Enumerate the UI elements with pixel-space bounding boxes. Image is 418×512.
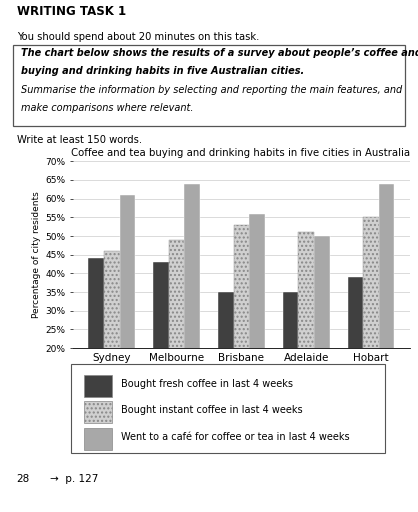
Text: Coffee and tea buying and drinking habits in five cities in Australia: Coffee and tea buying and drinking habit… (71, 148, 410, 158)
Bar (379, 184, 394, 423)
Bar (120, 195, 135, 423)
Bar (153, 262, 169, 423)
Bar (89, 259, 104, 423)
Bar (84, 375, 112, 397)
Bar (218, 292, 234, 423)
Y-axis label: Percentage of city residents: Percentage of city residents (32, 191, 41, 318)
Text: Write at least 150 words.: Write at least 150 words. (17, 136, 142, 145)
Bar (363, 217, 379, 423)
Bar (348, 277, 363, 423)
Text: The chart below shows the results of a survey about people’s coffee and tea: The chart below shows the results of a s… (21, 49, 418, 58)
Bar (283, 292, 298, 423)
Text: You should spend about 20 minutes on this task.: You should spend about 20 minutes on thi… (17, 32, 259, 42)
Bar (184, 184, 200, 423)
Text: Bought fresh coffee in last 4 weeks: Bought fresh coffee in last 4 weeks (121, 379, 293, 389)
Bar (234, 225, 249, 423)
Text: →  p. 127: → p. 127 (50, 474, 99, 484)
Text: buying and drinking habits in five Australian cities.: buying and drinking habits in five Austr… (21, 66, 304, 76)
Text: make comparisons where relevant.: make comparisons where relevant. (21, 103, 194, 113)
Bar (249, 214, 265, 423)
FancyBboxPatch shape (71, 364, 385, 453)
Text: 28: 28 (17, 474, 30, 484)
Text: WRITING TASK 1: WRITING TASK 1 (17, 5, 126, 18)
FancyBboxPatch shape (13, 45, 405, 126)
Text: Summarise the information by selecting and reporting the main features, and: Summarise the information by selecting a… (21, 86, 402, 95)
Text: Bought instant coffee in last 4 weeks: Bought instant coffee in last 4 weeks (121, 405, 303, 415)
Bar (298, 232, 314, 423)
Bar (169, 240, 184, 423)
Text: Went to a café for coffee or tea in last 4 weeks: Went to a café for coffee or tea in last… (121, 432, 350, 442)
Bar (314, 236, 329, 423)
Bar (104, 251, 120, 423)
Bar (84, 401, 112, 423)
Bar (84, 428, 112, 450)
